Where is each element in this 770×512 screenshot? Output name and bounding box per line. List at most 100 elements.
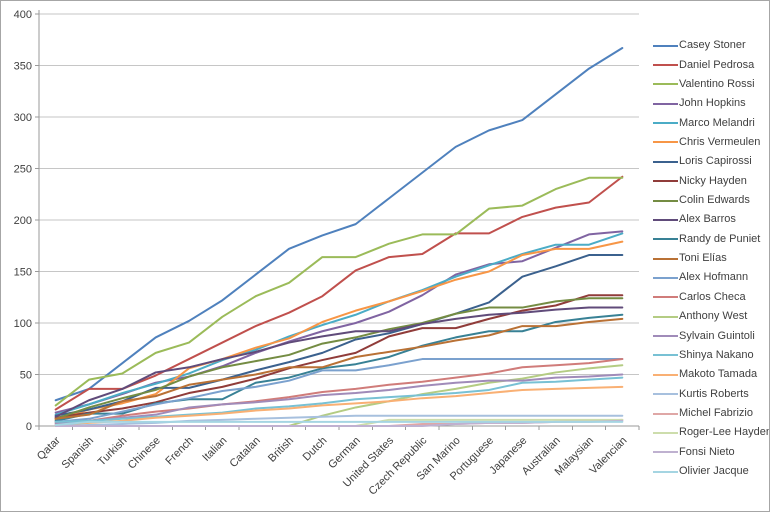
legend-item-daniel-pedrosa: Daniel Pedrosa — [653, 55, 769, 74]
legend-item-marco-melandri: Marco Melandri — [653, 113, 769, 132]
legend-line-swatch — [653, 64, 678, 67]
legend-item-alex-hofmann: Alex Hofmann — [653, 268, 769, 287]
legend-line-swatch — [653, 199, 678, 202]
x-tick-label-chinese: Chinese — [126, 435, 163, 472]
legend-item-colin-edwards: Colin Edwards — [653, 191, 769, 210]
legend: Casey Stoner Daniel Pedrosa Valentino Ross… — [653, 36, 769, 481]
legend-label: Roger-Lee Hayden — [679, 426, 770, 439]
legend-line-swatch — [653, 315, 678, 318]
legend-item-randy-de-puniet: Randy de Puniet — [653, 230, 769, 249]
legend-label: Sylvain Guintoli — [679, 329, 755, 342]
series-line-toni-el-as — [54, 317, 624, 420]
legend-label: Kurtis Roberts — [679, 387, 749, 400]
legend-item-makoto-tamada: Makoto Tamada — [653, 365, 769, 384]
series-line-makoto-tamada — [54, 385, 624, 426]
series-line-casey-stoner — [54, 46, 624, 402]
legend-line-swatch — [653, 431, 678, 434]
legend-label: Colin Edwards — [679, 194, 750, 207]
legend-label: Anthony West — [679, 310, 748, 323]
y-tick-label: 250 — [14, 164, 32, 176]
y-tick-label: 50 — [20, 370, 32, 382]
legend-label: Alex Barros — [679, 213, 736, 226]
legend-label: Shinya Nakano — [679, 348, 754, 361]
legend-label: Michel Fabrizio — [679, 407, 753, 419]
legend-label: Fonsi Nieto — [679, 445, 735, 458]
legend-line-swatch — [653, 122, 678, 125]
legend-item-michel-fabrizio: Michel Fabrizio — [653, 404, 769, 423]
legend-label: Casey Stoner — [679, 39, 746, 52]
y-tick-label: 150 — [14, 267, 32, 279]
x-tick-label-french: French — [163, 435, 196, 468]
y-tick-label: 300 — [14, 112, 32, 124]
legend-item-toni-el-as: Toni Elías — [653, 249, 769, 268]
legend-item-nicky-hayden: Nicky Hayden — [653, 172, 769, 191]
legend-label: Chris Vermeulen — [679, 135, 761, 148]
series-line-alex-hofmann — [54, 358, 624, 423]
x-tick-label-spanish: Spanish — [60, 435, 97, 472]
series-line-chris-vermeulen — [54, 240, 624, 421]
y-tick-label: 0 — [26, 421, 32, 433]
legend-line-swatch — [653, 373, 678, 376]
x-tick-label-dutch: Dutch — [301, 435, 330, 464]
legend-label: Carlos Checa — [679, 290, 746, 303]
legend-label: Alex Hofmann — [679, 271, 749, 284]
x-tick-label-british: British — [266, 435, 296, 465]
legend-item-alex-barros: Alex Barros — [653, 210, 769, 229]
legend-item-loris-capirossi: Loris Capirossi — [653, 152, 769, 171]
legend-label: Nicky Hayden — [679, 174, 747, 187]
series-line-daniel-pedrosa — [54, 175, 624, 411]
y-tick-label: 400 — [14, 9, 32, 21]
legend-label: Toni Elías — [679, 252, 727, 265]
legend-line-swatch — [653, 238, 678, 241]
y-tick-label: 200 — [14, 215, 32, 227]
legend-label: Loris Capirossi — [679, 155, 752, 168]
legend-label: Makoto Tamada — [679, 368, 758, 381]
legend-line-swatch — [653, 451, 678, 454]
legend-line-swatch — [653, 393, 678, 396]
legend-item-john-hopkins: John Hopkins — [653, 94, 769, 113]
x-tick-label-qatar: Qatar — [35, 434, 63, 462]
legend-label: Randy de Puniet — [679, 232, 761, 245]
legend-label: Olivier Jacque — [679, 465, 749, 478]
legend-line-swatch — [653, 257, 678, 260]
legend-item-anthony-west: Anthony West — [653, 307, 769, 326]
legend-item-sylvain-guintoli: Sylvain Guintoli — [653, 326, 769, 345]
legend-item-fonsi-nieto: Fonsi Nieto — [653, 443, 769, 462]
legend-line-swatch — [653, 141, 678, 144]
legend-item-olivier-jacque: Olivier Jacque — [653, 462, 769, 481]
legend-line-swatch — [653, 180, 678, 183]
series-line-colin-edwards — [54, 297, 624, 420]
legend-item-shinya-nakano: Shinya Nakano — [653, 346, 769, 365]
x-tick-label-italian: Italian — [200, 435, 229, 464]
legend-line-swatch — [653, 83, 678, 86]
legend-label: Marco Melandri — [679, 116, 755, 129]
legend-item-valentino-rossi: Valentino Rossi — [653, 75, 769, 94]
x-tick-label-catalan: Catalan — [227, 435, 262, 470]
legend-item-roger-lee-hayden: Roger-Lee Hayden — [653, 423, 769, 442]
legend-item-casey-stoner: Casey Stoner — [653, 36, 769, 55]
series-line-valentino-rossi — [54, 176, 624, 407]
legend-label: John Hopkins — [679, 97, 746, 110]
legend-item-carlos-checa: Carlos Checa — [653, 288, 769, 307]
x-tick-label-czech-republic: Czech Republic — [366, 434, 429, 497]
legend-item-chris-vermeulen: Chris Vermeulen — [653, 133, 769, 152]
series-line-john-hopkins — [54, 230, 624, 414]
series-line-shinya-nakano — [54, 376, 624, 423]
legend-line-swatch — [653, 102, 678, 105]
legend-line-swatch — [653, 160, 678, 163]
y-tick-label: 350 — [14, 61, 32, 73]
legend-label: Valentino Rossi — [679, 77, 755, 90]
legend-item-kurtis-roberts: Kurtis Roberts — [653, 384, 769, 403]
series-line-olivier-jacque — [54, 420, 624, 426]
series-line-marco-melandri — [54, 232, 624, 416]
legend-line-swatch — [653, 335, 678, 338]
series-line-kurtis-roberts — [54, 414, 624, 427]
legend-line-swatch — [653, 44, 678, 47]
legend-label: Daniel Pedrosa — [679, 58, 755, 71]
legend-line-swatch — [653, 354, 678, 357]
y-tick-label: 100 — [14, 318, 32, 330]
x-tick-label-turkish: Turkish — [96, 435, 130, 469]
legend-line-swatch — [653, 276, 678, 279]
